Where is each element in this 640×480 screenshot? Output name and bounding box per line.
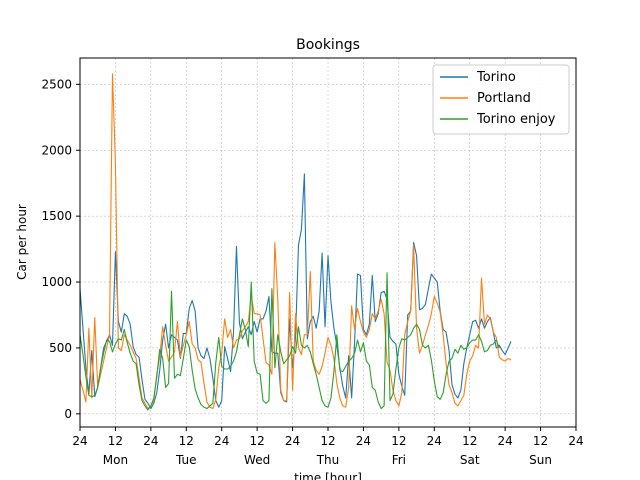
day-label: Wed (244, 453, 270, 467)
day-label: Thu (316, 453, 340, 467)
x-tick-label: 24 (498, 434, 513, 448)
x-tick-label: 24 (214, 434, 229, 448)
series-line-torino-enjoy (79, 272, 500, 411)
y-axis-ticks: 0 500 1000 1500 2000 2500 (41, 77, 80, 421)
x-tick-label: 12 (533, 434, 548, 448)
day-label: Sat (460, 453, 480, 467)
x-tick-label: 24 (285, 434, 300, 448)
legend-label: Torino enjoy (476, 112, 556, 127)
day-labels: Mon Tue Wed Thu Fri Sat Sun (103, 453, 552, 467)
x-tick-label: 12 (179, 434, 194, 448)
day-label: Mon (103, 453, 128, 467)
x-tick-label: 12 (250, 434, 265, 448)
legend: Torino Portland Torino enjoy (432, 64, 570, 135)
x-tick-label: 12 (320, 434, 335, 448)
y-tick-label: 2000 (41, 143, 72, 157)
x-tick-label: 24 (427, 434, 442, 448)
x-tick-label: 24 (143, 434, 158, 448)
day-label: Fri (392, 453, 406, 467)
legend-label: Portland (477, 91, 531, 106)
x-tick-label: 24 (568, 434, 583, 448)
y-tick-label: 1000 (41, 275, 72, 289)
x-tick-label: 12 (391, 434, 406, 448)
x-tick-label: 24 (72, 434, 87, 448)
y-tick-label: 2500 (41, 77, 72, 91)
x-axis-label: time [hour] (294, 471, 362, 480)
day-label: Tue (175, 453, 197, 467)
y-tick-label: 1500 (41, 209, 72, 223)
x-tick-label: 12 (108, 434, 123, 448)
legend-label: Torino (476, 70, 516, 85)
series-lines (79, 73, 512, 411)
x-tick-label: 24 (356, 434, 371, 448)
y-tick-label: 0 (64, 407, 72, 421)
legend-box (432, 64, 570, 135)
x-axis-ticks: 24 12 24 12 24 12 24 12 24 12 24 12 24 12 24 (72, 427, 584, 448)
day-label: Sun (529, 453, 552, 467)
series-line-torino (79, 173, 512, 410)
y-axis-label: Car per hour (15, 204, 29, 280)
chart-title: Bookings (296, 37, 360, 53)
x-tick-label: 12 (462, 434, 477, 448)
y-tick-label: 500 (49, 341, 72, 355)
